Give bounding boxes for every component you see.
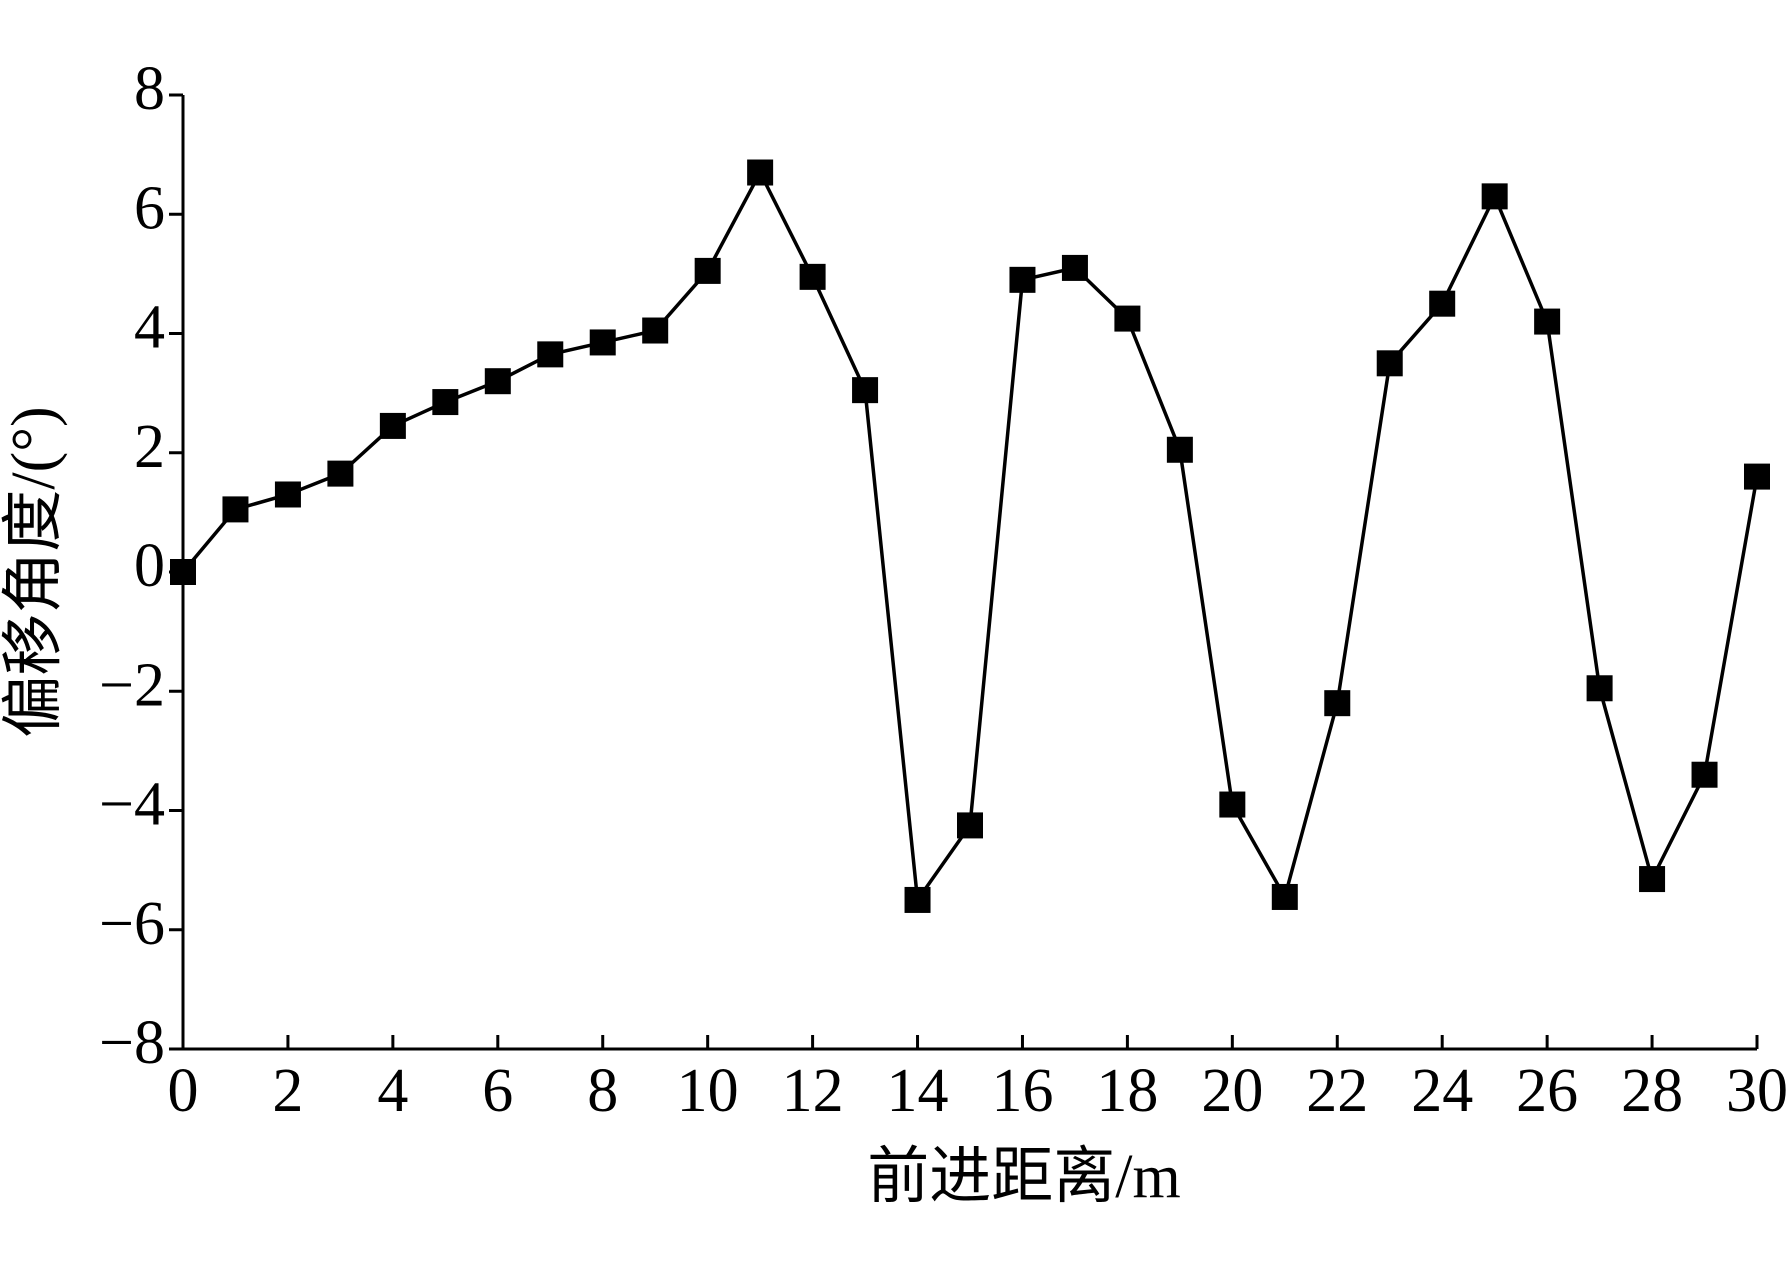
data-marker	[694, 257, 721, 284]
data-marker	[274, 481, 301, 508]
data-marker	[484, 368, 511, 395]
data-marker	[537, 341, 564, 368]
x-tick-label: 8	[587, 1057, 618, 1125]
data-marker	[1481, 183, 1508, 210]
data-marker	[1166, 436, 1193, 463]
data-marker	[1691, 761, 1718, 788]
x-tick-label: 14	[887, 1057, 949, 1125]
y-tick-label: −6	[99, 890, 165, 958]
data-marker	[1009, 266, 1036, 293]
x-tick-label: 30	[1726, 1057, 1788, 1125]
x-tick-label: 28	[1621, 1057, 1683, 1125]
data-marker	[589, 329, 616, 356]
data-marker	[379, 412, 406, 439]
data-marker	[170, 559, 196, 585]
data-marker	[1324, 690, 1351, 717]
x-tick-label: 26	[1516, 1057, 1578, 1125]
y-tick-label: −2	[99, 651, 165, 719]
y-tick-label: 0	[134, 532, 165, 600]
data-marker	[1429, 290, 1456, 317]
data-marker	[1271, 883, 1298, 910]
x-tick-label: 24	[1411, 1057, 1473, 1125]
x-tick-label: 2	[272, 1057, 303, 1125]
x-axis-label: 前进距离/m	[867, 1143, 1180, 1211]
y-tick-label: 4	[134, 294, 165, 362]
data-line	[181, 168, 1759, 905]
data-marker	[957, 812, 983, 839]
data-marker	[1114, 305, 1141, 332]
data-marker	[852, 377, 879, 404]
y-tick-label: −4	[99, 771, 165, 839]
data-marker	[799, 263, 826, 290]
x-tick-label: 22	[1306, 1057, 1368, 1125]
x-tick-label: 6	[482, 1057, 513, 1125]
y-tick-label: −8	[99, 1009, 165, 1077]
x-tick-label: 4	[377, 1057, 408, 1125]
data-marker	[1534, 308, 1561, 335]
y-tick-label: 6	[134, 174, 165, 242]
data-marker	[642, 317, 669, 344]
x-tick-label: 0	[168, 1057, 199, 1125]
x-tick-label: 12	[782, 1057, 844, 1125]
data-marker	[747, 159, 774, 186]
data-marker	[432, 389, 459, 416]
y-tick-label: 2	[134, 413, 165, 481]
data-marker	[1744, 463, 1770, 490]
data-marker	[904, 886, 931, 913]
y-axis-label: 偏移角度/(°)	[0, 406, 68, 737]
data-marker	[1061, 254, 1088, 281]
y-tick-label: 8	[134, 55, 165, 123]
x-tick-label: 20	[1201, 1057, 1263, 1125]
data-marker	[327, 460, 354, 487]
data-marker	[1639, 866, 1666, 893]
data-marker	[222, 496, 249, 523]
x-tick-label: 16	[991, 1057, 1053, 1125]
data-marker	[1586, 675, 1613, 702]
data-marker	[1219, 791, 1246, 818]
data-marker	[1376, 350, 1403, 377]
x-tick-label: 18	[1096, 1057, 1158, 1125]
x-tick-label: 10	[677, 1057, 739, 1125]
